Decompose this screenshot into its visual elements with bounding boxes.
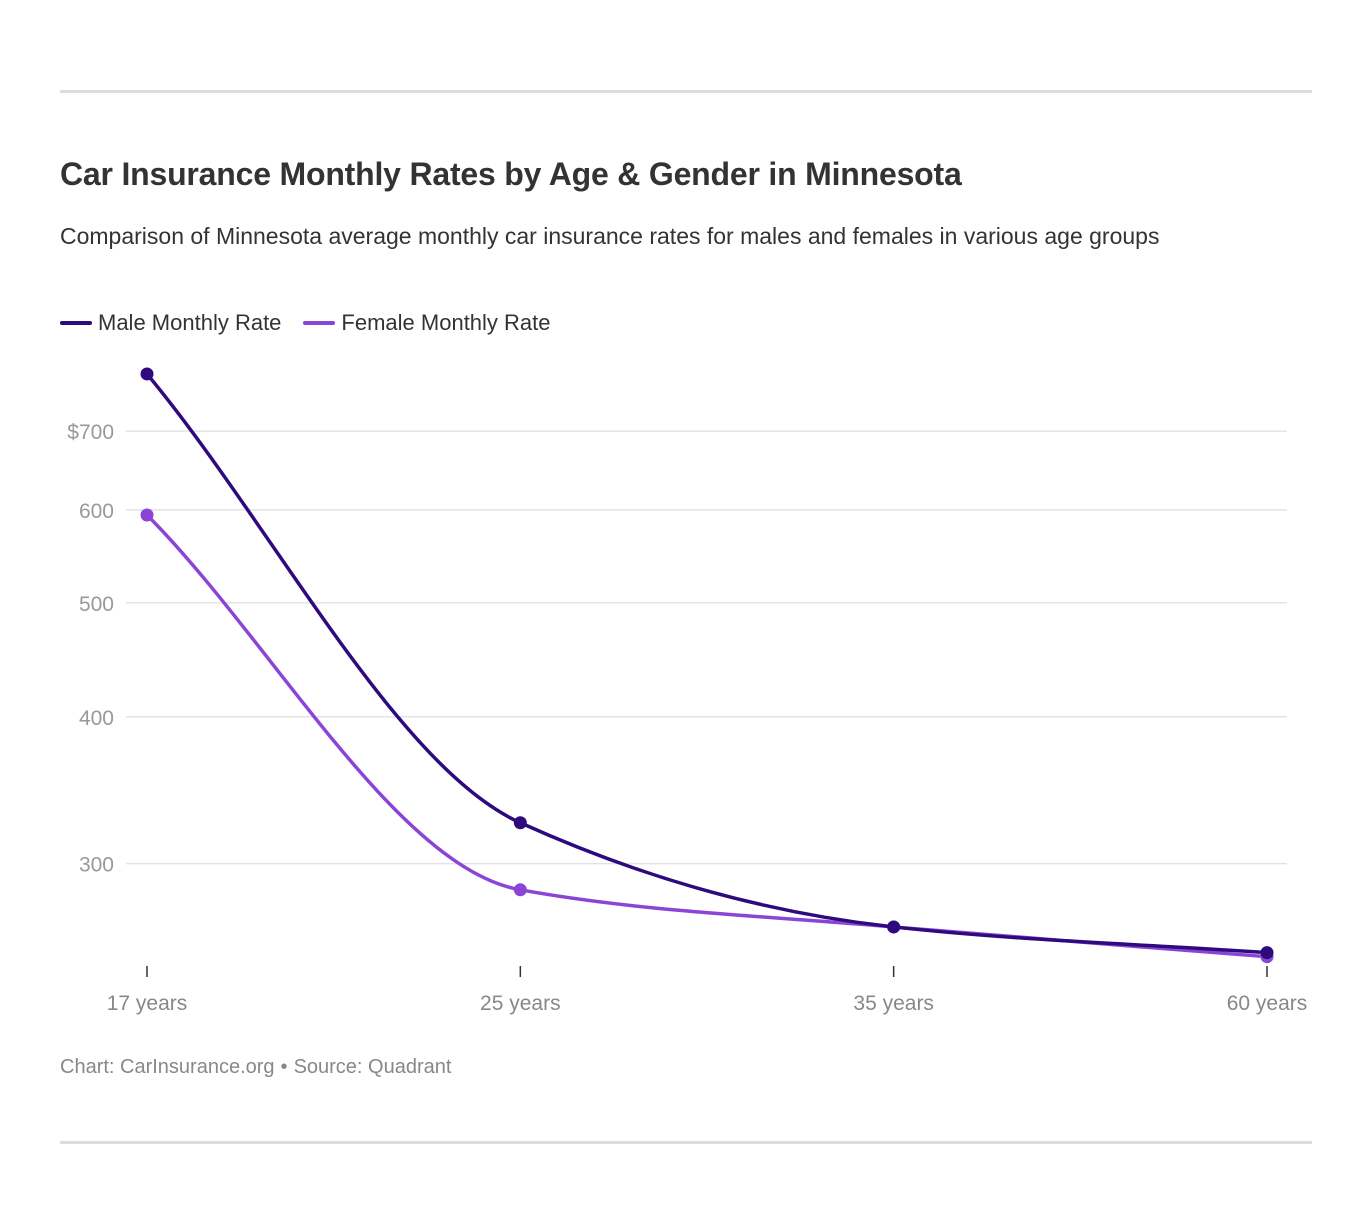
y-tick-label: 300 — [79, 854, 114, 877]
y-tick-label: 500 — [79, 593, 114, 616]
x-tick-label: 17 years — [107, 992, 188, 1015]
series-line-male — [145, 372, 1269, 955]
chart-source: Chart: CarInsurance.org • Source: Quadrant — [60, 1056, 451, 1079]
data-point-male — [513, 816, 527, 830]
legend-swatch-female — [303, 321, 336, 325]
chart-legend: Male Monthly Rate Female Monthly Rate — [60, 310, 573, 336]
y-tick-label: $700 — [67, 421, 114, 444]
chart-credit: Chart: CarInsurance.org — [60, 1056, 275, 1078]
bottom-divider — [60, 1141, 1312, 1144]
top-divider — [60, 90, 1312, 93]
chart-subtitle: Comparison of Minnesota average monthly … — [60, 223, 1160, 249]
y-tick-label: 600 — [79, 500, 114, 523]
legend-label-female: Female Monthly Rate — [341, 310, 551, 335]
legend-label-male: Male Monthly Rate — [98, 310, 282, 335]
source-text: Source: Quadrant — [293, 1056, 452, 1078]
chart-title: Car Insurance Monthly Rates by Age & Gen… — [60, 156, 962, 192]
legend-item-female[interactable]: Female Monthly Rate — [303, 310, 551, 336]
y-tick-label: 400 — [79, 707, 114, 730]
data-point-male — [1260, 946, 1274, 960]
legend-item-male[interactable]: Male Monthly Rate — [60, 310, 281, 336]
data-point-female — [513, 883, 527, 897]
x-tick-label: 60 years — [1227, 992, 1308, 1015]
data-point-male — [140, 367, 154, 381]
data-point-female — [140, 508, 154, 522]
x-tick-label: 35 years — [853, 992, 934, 1015]
data-point-male — [887, 920, 901, 934]
x-tick-label: 25 years — [480, 992, 561, 1015]
legend-swatch-male — [60, 321, 92, 325]
source-separator: • — [280, 1056, 288, 1078]
